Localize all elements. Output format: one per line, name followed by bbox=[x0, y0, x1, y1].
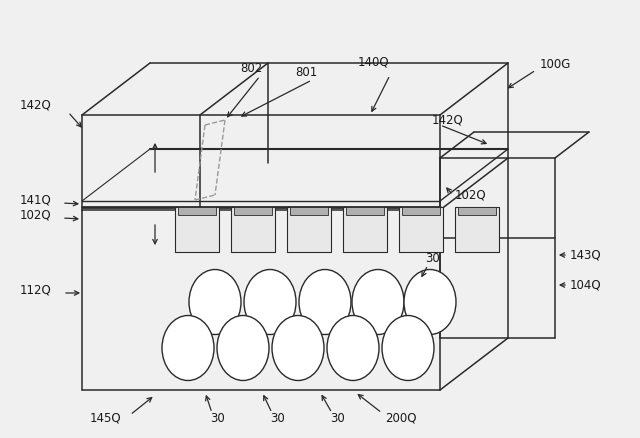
Ellipse shape bbox=[327, 315, 379, 381]
Ellipse shape bbox=[162, 315, 214, 381]
Text: 104Q: 104Q bbox=[570, 279, 602, 292]
Bar bbox=[175, 207, 219, 252]
Ellipse shape bbox=[299, 269, 351, 335]
Text: 102Q: 102Q bbox=[455, 188, 486, 201]
Text: 141Q: 141Q bbox=[20, 194, 52, 206]
Bar bbox=[287, 207, 331, 252]
Ellipse shape bbox=[272, 315, 324, 381]
Ellipse shape bbox=[244, 269, 296, 335]
Text: 140Q: 140Q bbox=[358, 56, 390, 68]
Bar bbox=[402, 207, 440, 215]
Text: 143Q: 143Q bbox=[570, 248, 602, 261]
Bar bbox=[346, 207, 384, 215]
Text: 142Q: 142Q bbox=[432, 113, 464, 127]
Bar bbox=[231, 207, 275, 252]
Ellipse shape bbox=[352, 269, 404, 335]
Ellipse shape bbox=[404, 269, 456, 335]
Bar bbox=[178, 207, 216, 215]
Bar bbox=[234, 207, 272, 215]
Text: 30: 30 bbox=[330, 411, 345, 424]
Bar bbox=[343, 207, 387, 252]
Bar bbox=[455, 207, 499, 252]
Text: 802: 802 bbox=[240, 61, 262, 74]
Text: 142Q: 142Q bbox=[20, 99, 52, 112]
Text: 30: 30 bbox=[270, 411, 285, 424]
Bar bbox=[458, 207, 496, 215]
Text: 30: 30 bbox=[210, 411, 225, 424]
Bar bbox=[399, 207, 443, 252]
Ellipse shape bbox=[189, 269, 241, 335]
Text: 200Q: 200Q bbox=[385, 411, 417, 424]
Text: 100G: 100G bbox=[540, 59, 572, 71]
Ellipse shape bbox=[217, 315, 269, 381]
Text: 102Q: 102Q bbox=[20, 208, 52, 222]
Ellipse shape bbox=[382, 315, 434, 381]
Text: 112Q: 112Q bbox=[20, 283, 52, 297]
Text: 801: 801 bbox=[295, 67, 317, 80]
Bar bbox=[290, 207, 328, 215]
Text: 145Q: 145Q bbox=[90, 411, 122, 424]
Text: 30: 30 bbox=[425, 251, 440, 265]
